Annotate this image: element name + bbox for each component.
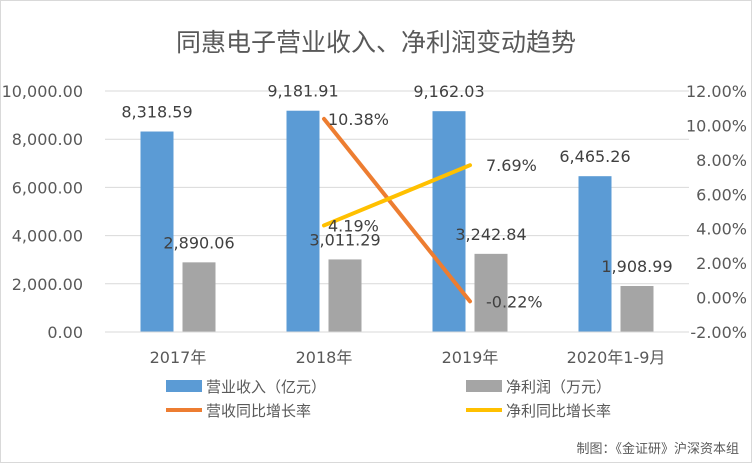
- bar-value-label: 9,181.91: [267, 82, 338, 101]
- bar-value-label: 9,162.03: [413, 82, 484, 101]
- bar-value-label: 2,890.06: [163, 233, 234, 252]
- bar: [578, 176, 612, 332]
- left-tick-label: 6,000.00: [12, 178, 83, 197]
- right-tick-label: 4.00%: [696, 220, 747, 239]
- line-series: [322, 163, 472, 228]
- bar: [432, 111, 466, 333]
- left-tick-label: 10,000.00: [2, 82, 83, 101]
- line-series: [322, 116, 472, 304]
- category-label: 2019年: [442, 348, 499, 367]
- bar-value-label: 3,242.84: [455, 225, 526, 244]
- legend-swatch: [166, 380, 202, 392]
- right-tick-label: -2.00%: [690, 323, 747, 342]
- right-tick-label: 12.00%: [686, 82, 747, 101]
- legend-label: 净利同比增长率: [506, 402, 611, 420]
- bar: [620, 285, 654, 332]
- legend-label: 营收同比增长率: [206, 402, 311, 420]
- data-labels: 8,318.59 9,181.91 9,162.03 6,465.26 2,890.06…: [121, 82, 672, 312]
- bars: [140, 110, 654, 333]
- legend-swatch: [466, 380, 502, 392]
- legend-label: 净利润（万元）: [506, 378, 611, 396]
- left-tick-label: 8,000.00: [12, 130, 83, 149]
- bar-value-label: 6,465.26: [559, 147, 630, 166]
- right-tick-label: 0.00%: [696, 289, 747, 308]
- line-value-label: 10.38%: [328, 110, 389, 129]
- bar: [182, 262, 216, 332]
- bar: [140, 131, 174, 332]
- legend-label: 营业收入（亿元）: [206, 378, 326, 396]
- left-axis: 0.00 2,000.00 4,000.00 6,000.00 8,000.00 10,0…: [2, 82, 83, 342]
- right-tick-label: 6.00%: [696, 185, 747, 204]
- right-axis: -2.00% 0.00% 2.00% 4.00% 6.00% 8.00% 10.00% 12.…: [686, 82, 747, 342]
- category-label: 2020年1-9月: [567, 348, 666, 367]
- legend: 营业收入（亿元） 净利润（万元） 营收同比增长率 净利同比增长率: [166, 378, 611, 420]
- x-axis: 2017年 2018年 2019年 2020年1-9月: [105, 331, 689, 367]
- category-label: 2018年: [296, 348, 353, 367]
- left-tick-label: 0.00: [47, 323, 83, 342]
- bar: [328, 259, 362, 332]
- bar: [286, 110, 320, 332]
- source-note: 制图：《金证研》沪深资本组: [576, 441, 739, 457]
- left-tick-label: 2,000.00: [12, 275, 83, 294]
- category-label: 2017年: [150, 348, 207, 367]
- line-value-label: 4.19%: [328, 216, 379, 235]
- left-tick-label: 4,000.00: [12, 227, 83, 246]
- lines: [322, 116, 472, 304]
- chart-title: 同惠电子营业收入、净利润变动趋势: [176, 28, 576, 57]
- right-tick-label: 10.00%: [686, 116, 747, 135]
- line-value-label: 7.69%: [486, 156, 537, 175]
- right-tick-label: 8.00%: [696, 151, 747, 170]
- bar: [474, 253, 508, 332]
- bar-value-label: 3,011.29: [309, 230, 380, 249]
- right-tick-label: 2.00%: [696, 254, 747, 273]
- bar-value-label: 8,318.59: [121, 103, 192, 122]
- bar-value-label: 1,908.99: [601, 257, 672, 276]
- line-value-label: -0.22%: [486, 292, 543, 311]
